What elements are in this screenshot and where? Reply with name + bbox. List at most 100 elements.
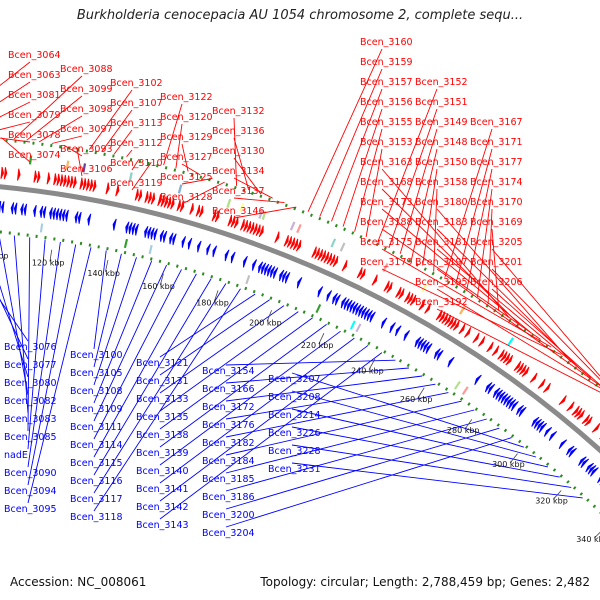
forward-gene-label[interactable]: Bcen_3102 <box>110 78 163 89</box>
reverse-gene-label[interactable]: Bcen_3095 <box>4 504 57 515</box>
forward-gene-label[interactable]: Bcen_3153 <box>360 137 413 148</box>
reverse-gene-label[interactable]: Bcen_3115 <box>70 458 123 469</box>
forward-gene-label[interactable]: Bcen_3205 <box>470 237 523 248</box>
forward-gene-label[interactable]: Bcen_3129 <box>160 132 213 143</box>
forward-gene-label[interactable]: Bcen_3099 <box>60 84 113 95</box>
forward-gene-label[interactable]: Bcen_3081 <box>8 90 61 101</box>
forward-gene-label[interactable]: Bcen_3074 <box>8 150 61 161</box>
reverse-gene-label[interactable]: Bcen_3226 <box>268 428 321 439</box>
forward-gene-label[interactable]: Bcen_3113 <box>110 118 163 129</box>
reverse-gene-label[interactable]: Bcen_3172 <box>202 402 255 413</box>
reverse-gene-label[interactable]: Bcen_3141 <box>136 484 189 495</box>
forward-gene-label[interactable]: Bcen_3195 <box>415 277 468 288</box>
reverse-gene-label[interactable]: Bcen_3231 <box>268 464 321 475</box>
reverse-gene-label[interactable]: Bcen_3109 <box>70 404 123 415</box>
forward-gene-label[interactable]: Bcen_3158 <box>415 177 468 188</box>
forward-gene-label[interactable]: Bcen_3167 <box>470 117 523 128</box>
forward-gene-label[interactable]: Bcen_3120 <box>160 112 213 123</box>
reverse-gene-label[interactable]: nadE <box>4 450 28 461</box>
forward-gene-label[interactable]: Bcen_3175 <box>360 237 413 248</box>
reverse-gene-label[interactable]: Bcen_3085 <box>4 432 57 443</box>
reverse-gene-label[interactable]: Bcen_3228 <box>268 446 321 457</box>
reverse-gene-label[interactable]: Bcen_3111 <box>70 422 123 433</box>
reverse-gene-label[interactable]: Bcen_3184 <box>202 456 255 467</box>
forward-gene-label[interactable]: Bcen_3093 <box>60 144 113 155</box>
forward-gene-label[interactable]: Bcen_3088 <box>60 64 113 75</box>
forward-gene-label[interactable]: Bcen_3157 <box>360 77 413 88</box>
forward-gene-label[interactable]: Bcen_3177 <box>470 157 523 168</box>
forward-gene-label[interactable]: Bcen_3107 <box>110 98 163 109</box>
forward-gene-label[interactable]: Bcen_3079 <box>8 110 61 121</box>
forward-gene-label[interactable]: Bcen_3201 <box>470 257 523 268</box>
reverse-gene-label[interactable]: Bcen_3182 <box>202 438 255 449</box>
reverse-gene-label[interactable]: Bcen_3083 <box>4 414 57 425</box>
reverse-gene-label[interactable]: Bcen_3176 <box>202 420 255 431</box>
forward-gene-label[interactable]: Bcen_3206 <box>470 277 523 288</box>
reverse-gene-label[interactable]: Bcen_3166 <box>202 384 255 395</box>
reverse-gene-label[interactable]: Bcen_3117 <box>70 494 123 505</box>
forward-gene-label[interactable]: Bcen_3151 <box>415 97 468 108</box>
reverse-gene-label[interactable]: Bcen_3114 <box>70 440 123 451</box>
forward-gene-label[interactable]: Bcen_3170 <box>470 197 523 208</box>
forward-gene-label[interactable]: Bcen_3173 <box>360 197 413 208</box>
reverse-gene-label[interactable]: Bcen_3121 <box>136 358 189 369</box>
reverse-gene-label[interactable]: Bcen_3154 <box>202 366 255 377</box>
forward-gene-label[interactable]: Bcen_3098 <box>60 104 113 115</box>
forward-gene-label[interactable]: Bcen_3063 <box>8 70 61 81</box>
reverse-gene-label[interactable]: Bcen_3204 <box>202 528 255 539</box>
forward-gene-label[interactable]: Bcen_3171 <box>470 137 523 148</box>
reverse-gene-label[interactable]: Bcen_3138 <box>136 430 189 441</box>
reverse-gene-label[interactable]: Bcen_3185 <box>202 474 255 485</box>
reverse-gene-label[interactable]: Bcen_3135 <box>136 412 189 423</box>
reverse-gene-label[interactable]: Bcen_3214 <box>268 410 321 421</box>
forward-gene-label[interactable]: Bcen_3149 <box>415 117 468 128</box>
forward-gene-label[interactable]: Bcen_3180 <box>415 197 468 208</box>
reverse-gene-label[interactable]: Bcen_3133 <box>136 394 189 405</box>
forward-gene-label[interactable]: Bcen_3197 <box>415 257 468 268</box>
reverse-gene-label[interactable]: Bcen_3080 <box>4 378 57 389</box>
reverse-gene-label[interactable]: Bcen_3142 <box>136 502 189 513</box>
reverse-gene-label[interactable]: Bcen_3140 <box>136 466 189 477</box>
forward-gene-label[interactable]: Bcen_3127 <box>160 152 213 163</box>
forward-gene-label[interactable]: Bcen_3128 <box>160 192 213 203</box>
reverse-gene-label[interactable]: Bcen_3208 <box>268 392 321 403</box>
forward-gene-label[interactable]: Bcen_3174 <box>470 177 523 188</box>
forward-gene-label[interactable]: Bcen_3110 <box>110 158 163 169</box>
forward-gene-label[interactable]: Bcen_3137 <box>212 186 265 197</box>
reverse-gene-label[interactable]: Bcen_3118 <box>70 512 123 523</box>
forward-gene-label[interactable]: Bcen_3163 <box>360 157 413 168</box>
reverse-gene-label[interactable]: Bcen_3094 <box>4 486 57 497</box>
reverse-gene-label[interactable]: Bcen_3105 <box>70 368 123 379</box>
reverse-gene-label[interactable]: Bcen_3139 <box>136 448 189 459</box>
forward-gene-label[interactable]: Bcen_3064 <box>8 50 61 61</box>
forward-gene-label[interactable]: Bcen_3146 <box>212 206 265 217</box>
reverse-gene-label[interactable]: Bcen_3082 <box>4 396 57 407</box>
forward-gene-label[interactable]: Bcen_3136 <box>212 126 265 137</box>
forward-gene-label[interactable]: Bcen_3125 <box>160 172 213 183</box>
reverse-gene-label[interactable]: Bcen_3116 <box>70 476 123 487</box>
forward-gene-label[interactable]: Bcen_3078 <box>8 130 61 141</box>
forward-gene-label[interactable]: Bcen_3150 <box>415 157 468 168</box>
forward-gene-label[interactable]: Bcen_3188 <box>360 217 413 228</box>
forward-gene-label[interactable]: Bcen_3159 <box>360 57 413 68</box>
forward-gene-label[interactable]: Bcen_3097 <box>60 124 113 135</box>
forward-gene-label[interactable]: Bcen_3179 <box>360 257 413 268</box>
forward-gene-label[interactable]: Bcen_3168 <box>360 177 413 188</box>
forward-gene-label[interactable]: Bcen_3132 <box>212 106 265 117</box>
reverse-gene-label[interactable]: Bcen_3143 <box>136 520 189 531</box>
forward-gene-label[interactable]: Bcen_3112 <box>110 138 163 149</box>
forward-gene-label[interactable]: Bcen_3122 <box>160 92 213 103</box>
reverse-gene-label[interactable]: Bcen_3100 <box>70 350 123 361</box>
forward-gene-label[interactable]: Bcen_3148 <box>415 137 468 148</box>
forward-gene-label[interactable]: Bcen_3156 <box>360 97 413 108</box>
forward-gene-label[interactable]: Bcen_3169 <box>470 217 523 228</box>
forward-gene-label[interactable]: Bcen_3155 <box>360 117 413 128</box>
forward-gene-label[interactable]: Bcen_3134 <box>212 166 265 177</box>
reverse-gene-label[interactable]: Bcen_3108 <box>70 386 123 397</box>
forward-gene-label[interactable]: Bcen_3192 <box>415 297 468 308</box>
forward-gene-label[interactable]: Bcen_3106 <box>60 164 113 175</box>
reverse-gene-label[interactable]: Bcen_3131 <box>136 376 189 387</box>
forward-gene-label[interactable]: Bcen_3160 <box>360 37 413 48</box>
reverse-gene-label[interactable]: Bcen_3207 <box>268 374 321 385</box>
forward-gene-label[interactable]: Bcen_3181 <box>415 237 468 248</box>
